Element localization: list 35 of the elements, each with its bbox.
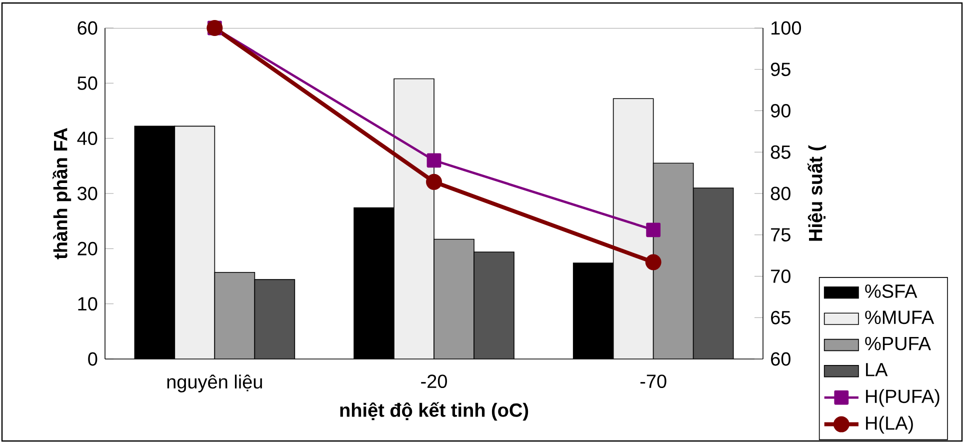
- legend-label: %PUFA: [865, 336, 931, 350]
- y2-tick-label: 85: [770, 145, 790, 159]
- y-tick-label: 60: [78, 21, 98, 35]
- legend-label: H(LA): [866, 416, 913, 434]
- y2-axis-title: Hiệu suất (: [807, 144, 826, 241]
- y-tick-label: 50: [78, 76, 98, 90]
- y-tick-label: 40: [77, 132, 98, 146]
- y-tick-label: 10: [78, 297, 98, 311]
- legend-label: LA: [866, 363, 888, 376]
- point: [426, 174, 442, 190]
- y2-tick-label: 100: [772, 21, 802, 35]
- bar: [394, 78, 434, 359]
- y-axis-title: thành phần FA: [52, 128, 72, 260]
- y2-tick-label: 65: [771, 310, 790, 324]
- x-axis-title: nhiệt độ kết tinh (oC): [340, 402, 528, 421]
- x-tick-label: nguyên liệu: [167, 374, 262, 392]
- y2-tick-label: 95: [770, 62, 790, 76]
- point: [426, 153, 442, 168]
- x-tick-label: -20: [421, 374, 447, 388]
- y2-tick-label: 80: [770, 186, 790, 200]
- legend-label: %SFA: [865, 284, 918, 298]
- y2-tick-label: 75: [771, 228, 790, 242]
- y2-tick-label: 90: [770, 104, 790, 118]
- bar: [612, 98, 654, 359]
- x-tick-label: -70: [640, 374, 666, 388]
- y-tick-label: 30: [78, 186, 98, 200]
- y-tick-label: 20: [78, 242, 98, 256]
- bar: [174, 126, 215, 359]
- y2-tick-label: 60: [771, 352, 790, 366]
- point: [645, 254, 662, 270]
- y-tick-label: 0: [88, 352, 98, 366]
- legend-label: %MUFA: [865, 310, 934, 324]
- point: [646, 222, 661, 238]
- legend-label: H(PUFA): [866, 389, 940, 407]
- y2-tick-label: 70: [771, 270, 790, 283]
